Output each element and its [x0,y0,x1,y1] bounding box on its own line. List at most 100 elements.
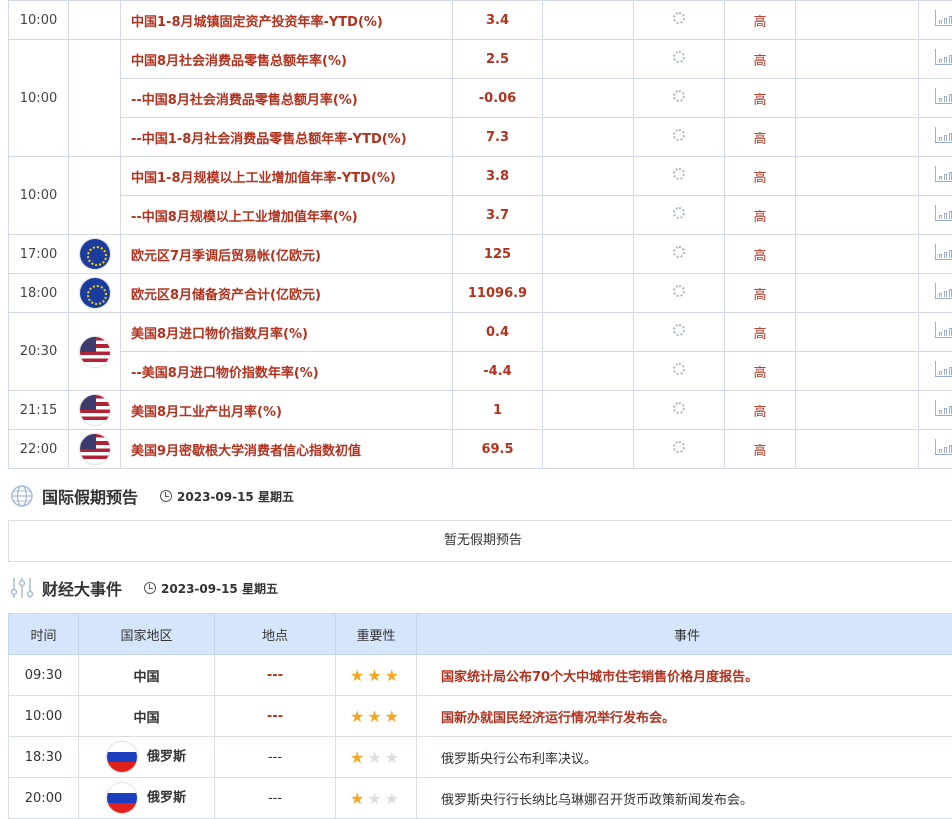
star-icon: ★ [350,748,367,767]
chart-cell[interactable] [919,196,952,235]
impact-cell [796,79,919,118]
chart-cell[interactable] [919,352,952,391]
flag-cell [69,235,121,274]
importance: 高 [725,196,796,235]
holiday-section-header: 国际假期预告 2023-09-15 星期五 [10,484,294,508]
events-title: 财经大事件 [42,576,122,600]
flag-us-icon [80,395,110,425]
forecast-value [543,118,634,157]
chart-icon[interactable] [935,10,952,26]
time-cell: 21:15 [9,391,69,430]
loading-spinner-icon [673,246,685,258]
chart-icon[interactable] [935,322,952,338]
holiday-empty-message: 暂无假期预告 [8,520,952,562]
chart-icon[interactable] [935,361,952,377]
indicator-name[interactable]: 欧元区8月储备资产合计(亿欧元) [121,274,453,313]
previous-value: 69.5 [453,430,543,469]
chart-cell[interactable] [919,430,952,469]
actual-value [634,1,725,40]
indicator-name[interactable]: 美国8月进口物价指数月率(%) [121,313,453,352]
indicator-name[interactable]: 中国1-8月城镇固定资产投资年率-YTD(%) [121,1,453,40]
star-icon: ★ [350,666,367,685]
loading-spinner-icon [673,402,685,414]
star-icon: ★ [350,707,367,726]
event-description: 俄罗斯央行公布利率决议。 [417,737,952,778]
indicator-name[interactable]: 中国8月社会消费品零售总额年率(%) [121,40,453,79]
forecast-value [543,40,634,79]
impact-cell [796,313,919,352]
star-icon: ★ [367,707,384,726]
flag-us-icon [80,337,110,367]
event-country: 中国 [79,655,215,696]
event-time: 18:30 [9,737,79,778]
chart-icon[interactable] [935,166,952,182]
chart-icon[interactable] [935,439,952,455]
clock-icon [160,490,172,502]
previous-value: 0.4 [453,313,543,352]
indicator-name[interactable]: --美国8月进口物价指数年率(%) [121,352,453,391]
star-icon: ★ [385,707,402,726]
chart-icon[interactable] [935,283,952,299]
chart-icon[interactable] [935,244,952,260]
globe-icon [10,484,34,508]
star-icon: ★ [350,789,367,808]
indicator-name[interactable]: --中国1-8月社会消费品零售总额年率-YTD(%) [121,118,453,157]
actual-value [634,391,725,430]
loading-spinner-icon [673,51,685,63]
impact-cell [796,40,919,79]
impact-cell [796,352,919,391]
chart-icon[interactable] [935,88,952,104]
actual-value [634,352,725,391]
actual-value [634,118,725,157]
chart-cell[interactable] [919,274,952,313]
indicator-name[interactable]: --中国8月社会消费品零售总额月率(%) [121,79,453,118]
impact-cell [796,1,919,40]
chart-cell[interactable] [919,391,952,430]
chart-cell[interactable] [919,235,952,274]
flag-eu-icon [80,239,110,269]
chart-cell[interactable] [919,157,952,196]
indicator-name[interactable]: 中国1-8月规模以上工业增加值年率-YTD(%) [121,157,453,196]
flag-cell [69,430,121,469]
chart-icon[interactable] [935,205,952,221]
loading-spinner-icon [673,285,685,297]
event-time: 10:00 [9,696,79,737]
chart-icon[interactable] [935,49,952,65]
impact-cell [796,274,919,313]
event-description: 国新办就国民经济运行情况举行发布会。 [417,696,952,737]
previous-value: 7.3 [453,118,543,157]
forecast-value [543,79,634,118]
flag-ru-icon [107,783,137,813]
importance: 高 [725,118,796,157]
event-importance-stars: ★★★ [336,655,417,696]
flag-us-icon [80,434,110,464]
flag-cell [69,274,121,313]
indicator-name[interactable]: 美国9月密歇根大学消费者信心指数初值 [121,430,453,469]
time-cell: 17:00 [9,235,69,274]
country-name: 中国 [133,711,159,726]
forecast-value [543,1,634,40]
chart-icon[interactable] [935,400,952,416]
loading-spinner-icon [673,363,685,375]
indicator-name[interactable]: 欧元区7月季调后贸易帐(亿欧元) [121,235,453,274]
chart-cell[interactable] [919,118,952,157]
indicator-name[interactable]: --中国8月规模以上工业增加值年率(%) [121,196,453,235]
time-cell: 10:00 [9,1,69,40]
impact-cell [796,235,919,274]
loading-spinner-icon [673,168,685,180]
indicator-name[interactable]: 美国8月工业产出月率(%) [121,391,453,430]
chart-icon[interactable] [935,127,952,143]
chart-cell[interactable] [919,313,952,352]
importance: 高 [725,313,796,352]
chart-cell[interactable] [919,1,952,40]
chart-cell[interactable] [919,79,952,118]
chart-cell[interactable] [919,40,952,79]
event-location: --- [215,737,336,778]
time-cell: 10:00 [9,40,69,157]
header-country: 国家地区 [79,614,215,655]
